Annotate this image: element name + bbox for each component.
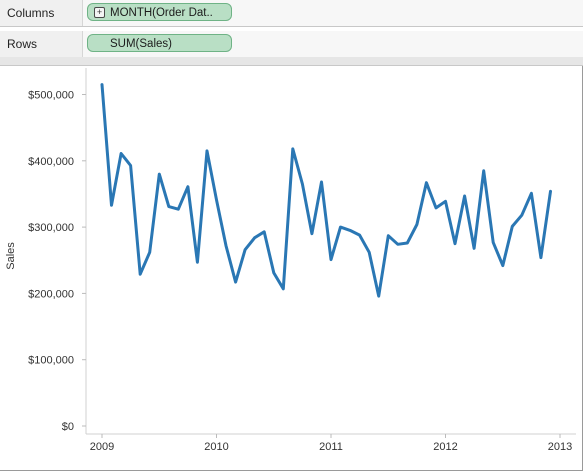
y-axis: $0 $100,000 $200,000 $300,000 $400,000 $500,0… (28, 68, 87, 434)
columns-shelf: Columns + MONTH(Order Dat.. (0, 0, 583, 27)
y-tick-label: $400,000 (28, 156, 74, 168)
y-tick-label: $300,000 (28, 222, 74, 234)
rows-shelf: Rows SUM(Sales) (0, 31, 583, 58)
x-tick-label: 2011 (319, 441, 343, 453)
shelf-divider (0, 57, 583, 66)
sales-series-line (100, 83, 552, 298)
chart-pane[interactable]: Sales $0 $100,000 $200,000 $300,000 $400,000… (0, 66, 583, 471)
y-axis-title: Sales (5, 242, 17, 270)
rows-drop-zone[interactable]: SUM(Sales) (82, 31, 583, 57)
expand-plus-icon[interactable]: + (94, 7, 105, 18)
x-tick-label: 2012 (433, 441, 457, 453)
x-axis: 2009 2010 2011 2012 2013 (86, 433, 576, 453)
y-tick-label: $500,000 (28, 90, 74, 102)
y-tick-label: $200,000 (28, 288, 74, 300)
x-tick-label: 2010 (204, 441, 228, 453)
rows-shelf-label: Rows (7, 37, 38, 51)
x-tick-label: 2009 (90, 441, 114, 453)
sum-sales-pill-label: SUM(Sales) (110, 38, 172, 50)
month-order-date-pill-label: MONTH(Order Dat.. (110, 7, 213, 19)
y-tick-label: $100,000 (28, 355, 74, 367)
columns-drop-zone[interactable]: + MONTH(Order Dat.. (82, 0, 583, 26)
month-order-date-pill[interactable]: + MONTH(Order Dat.. (87, 3, 232, 21)
x-tick-label: 2013 (548, 441, 572, 453)
sales-line-chart: Sales $0 $100,000 $200,000 $300,000 $400,000… (5, 68, 576, 453)
y-tick-label: $0 (62, 421, 74, 433)
columns-shelf-label: Columns (7, 6, 55, 20)
sum-sales-pill[interactable]: SUM(Sales) (87, 34, 232, 52)
